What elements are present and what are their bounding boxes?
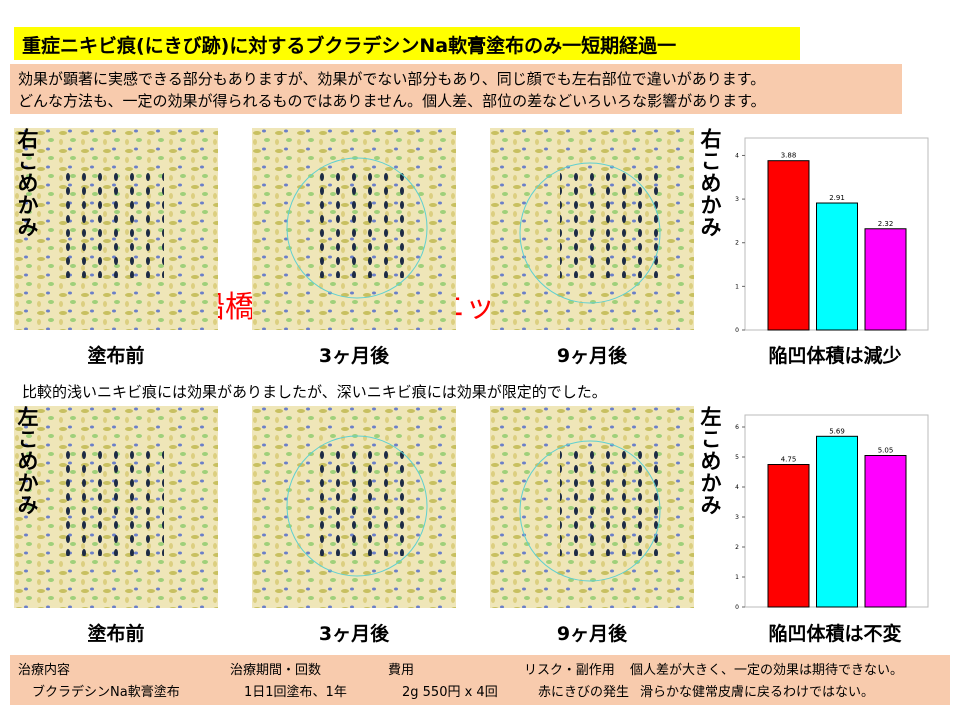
bar <box>767 160 810 331</box>
caption: 3ヶ月後 <box>318 623 390 645</box>
chart: 0 1 2 3 4 5 6 4.75 5.69 5.05 <box>735 414 929 611</box>
notes-bg <box>10 64 902 114</box>
comment: 比較的浅いニキビ痕には効果がありましたが、深いニキビ痕には効果が限定的でした。 <box>22 383 607 401</box>
y-tick-label: 3 <box>735 514 739 521</box>
value-label: 2.91 <box>829 194 845 202</box>
value-label: 4.75 <box>781 456 797 464</box>
y-tick-label: 3 <box>735 196 739 203</box>
note: どんな方法も、一定の効果が得られるものではありません。個人差、部位の差などいろい… <box>18 92 766 110</box>
caption: 9ヶ月後 <box>556 623 628 645</box>
bar <box>864 455 907 608</box>
footer-text: ブクラデシンNa軟膏塗布 <box>32 685 180 700</box>
row-label: 右こめかみ <box>698 128 722 238</box>
caption: 9ヶ月後 <box>556 345 628 367</box>
footer-head: 治療内容 <box>18 663 71 678</box>
y-tick-label: 6 <box>735 424 739 431</box>
photo <box>252 128 456 330</box>
photo-img <box>490 406 694 608</box>
title-bg <box>14 27 800 60</box>
row-label: 左こめかみ <box>698 406 722 516</box>
caption: 塗布前 <box>87 623 145 645</box>
photo <box>490 406 694 608</box>
y-tick-label: 2 <box>735 240 739 247</box>
y-tick-label: 0 <box>735 604 739 611</box>
note: 効果が顕著に実感できる部分もありますが、効果がでない部分もあり、同じ顔でも左右部… <box>18 70 766 88</box>
photo <box>14 128 218 330</box>
photo <box>490 128 694 330</box>
chart: 0 1 2 3 4 3.88 2.91 2.32 <box>735 137 929 334</box>
y-tick-label: 4 <box>735 152 739 159</box>
value-label: 2.32 <box>878 220 894 228</box>
title: 重症ニキビ痕(にきび跡)に対するブクラデシンNa軟膏塗布のみ一短期経過一 <box>22 35 677 57</box>
y-tick-label: 1 <box>735 574 739 581</box>
footer-head: 治療期間・回数 <box>230 663 322 678</box>
row-label: 左こめかみ <box>15 406 39 516</box>
footer-head: リスク・副作用 <box>524 663 615 678</box>
chart-caption: 陥凹体積は不変 <box>768 623 902 645</box>
y-tick-label: 0 <box>735 327 739 334</box>
footer-text: 2g 550円 x 4回 <box>402 685 498 700</box>
footer-head: 費用 <box>388 663 415 678</box>
bar <box>767 464 810 608</box>
chart-caption: 陥凹体積は減少 <box>768 345 902 367</box>
value-label: 5.69 <box>829 427 845 435</box>
footer-text: 滑らかな健常皮膚に戻るわけではない。 <box>640 685 875 700</box>
photo <box>14 406 218 608</box>
value-label: 3.88 <box>781 152 797 160</box>
y-tick-label: 5 <box>735 454 739 461</box>
bar <box>816 435 858 608</box>
footer-text: 1日1回塗布、1年 <box>244 685 347 700</box>
footer-bg <box>10 655 950 705</box>
photo-img <box>490 128 694 330</box>
footer-head: 個人差が大きく、一定の効果は期待できない。 <box>630 663 904 678</box>
bar <box>864 228 907 331</box>
photo-img <box>14 406 218 608</box>
photo-img <box>252 128 456 330</box>
footer-text: 赤にきびの発生 <box>538 685 630 700</box>
y-tick-label: 1 <box>735 283 739 290</box>
row-label: 右こめかみ <box>15 128 39 238</box>
caption: 塗布前 <box>87 345 145 367</box>
photo-img <box>252 406 456 608</box>
photo-img <box>14 128 218 330</box>
value-label: 5.05 <box>878 447 894 455</box>
y-tick-label: 2 <box>735 544 739 551</box>
photo <box>252 406 456 608</box>
caption: 3ヶ月後 <box>318 345 390 367</box>
y-tick-label: 4 <box>735 484 739 491</box>
bar <box>816 202 858 331</box>
